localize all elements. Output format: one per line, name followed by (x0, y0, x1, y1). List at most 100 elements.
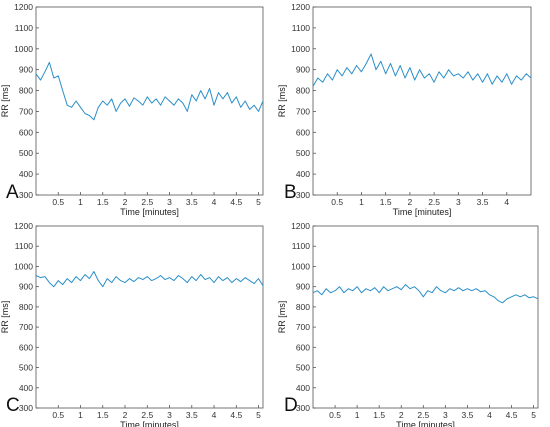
y-tick-label: 400 (19, 383, 33, 393)
x-tick-label: 4 (212, 197, 217, 207)
x-axis-label: Time [minutes] (120, 207, 179, 217)
x-tick-label: 3.5 (186, 197, 198, 207)
y-tick-label: 500 (296, 363, 310, 373)
y-axis-label: RR [ms] (277, 85, 287, 118)
y-tick-label: 700 (296, 106, 310, 116)
x-tick-label: 4.5 (230, 410, 242, 420)
y-tick-label: 1000 (14, 44, 33, 54)
panel-label: C (6, 395, 20, 416)
rr-series-line (35, 61, 264, 121)
x-tick-label: 1.5 (380, 197, 392, 207)
y-tick-label: 1100 (15, 241, 34, 251)
y-tick-label: 1100 (292, 241, 311, 251)
x-tick-label: 4.5 (506, 410, 518, 420)
x-tick-label: 2.5 (417, 410, 429, 420)
rr-series-line (312, 53, 532, 87)
plot-frame (35, 6, 264, 196)
y-tick-label: 1000 (291, 44, 310, 54)
y-tick-label: 800 (296, 86, 310, 96)
y-tick-label: 1000 (14, 261, 33, 271)
x-tick-label: 3 (456, 197, 461, 207)
y-tick-label: 600 (296, 342, 310, 352)
chart-panel-c: 0.5 1 1.5 2 2.5 3 3.5 4 4.5 5 300 400 500 600 700 800 90… (0, 221, 264, 427)
x-tick-label: 4 (212, 410, 217, 420)
y-tick-label: 400 (296, 169, 310, 179)
y-tick-label: 400 (296, 383, 310, 393)
x-tick-label: 0.5 (329, 410, 341, 420)
x-tick-label: 2 (123, 410, 128, 420)
rr-series-line (312, 284, 539, 304)
x-tick-label: 2.5 (428, 197, 440, 207)
y-tick-label: 800 (19, 302, 33, 312)
plot-frame (35, 225, 264, 409)
y-tick-label: 400 (19, 169, 33, 179)
y-tick-label: 900 (296, 65, 310, 75)
x-tick-label: 4.5 (230, 197, 242, 207)
x-tick-label: 1.5 (97, 410, 109, 420)
x-tick-label: 0.5 (331, 197, 343, 207)
x-tick-label: 1.5 (373, 410, 385, 420)
y-axis-label: RR [ms] (0, 85, 10, 118)
panel-label: D (284, 395, 298, 416)
y-tick-label: 500 (19, 148, 33, 158)
x-tick-label: 2.5 (141, 410, 153, 420)
x-axis-label: Time [minutes] (396, 420, 455, 427)
x-tick-label: 1 (78, 410, 83, 420)
x-tick-label: 5 (256, 410, 261, 420)
chart-panel-a: 0.5 1 1.5 2 2.5 3 3.5 4 4.5 5 300 400 500 600 700 800 90… (0, 2, 264, 217)
chart-panel-d: 0.5 1 1.5 2 2.5 3 3.5 4 4.5 5 300 400 500 600 700 800 90… (277, 221, 539, 427)
y-tick-label: 500 (19, 363, 33, 373)
x-tick-label: 3 (443, 410, 448, 420)
y-tick-label: 700 (296, 322, 310, 332)
y-tick-label: 1200 (14, 221, 33, 231)
x-tick-label: 1.5 (97, 197, 109, 207)
x-axis-label: Time [minutes] (120, 420, 179, 427)
y-tick-label: 800 (19, 86, 33, 96)
y-tick-label: 500 (296, 148, 310, 158)
y-tick-label: 300 (19, 190, 33, 200)
y-tick-label: 900 (296, 282, 310, 292)
chart-panel-b: 0.5 1 1.5 2 2.5 3 3.5 4 300 400 500 600 700 800 900 100… (277, 2, 532, 217)
y-tick-label: 1100 (292, 23, 311, 33)
x-tick-label: 3.5 (477, 197, 489, 207)
panel-label: B (284, 182, 297, 203)
x-tick-label: 3 (167, 410, 172, 420)
y-tick-label: 300 (19, 403, 33, 413)
y-tick-label: 1200 (291, 221, 310, 231)
x-tick-label: 3.5 (461, 410, 473, 420)
y-tick-label: 1200 (291, 2, 310, 12)
y-axis-label: RR [ms] (277, 301, 287, 334)
x-tick-label: 1 (355, 410, 360, 420)
y-tick-label: 900 (19, 65, 33, 75)
x-tick-label: 5 (256, 197, 261, 207)
x-tick-label: 3 (167, 197, 172, 207)
x-tick-label: 2.5 (141, 197, 153, 207)
y-tick-label: 900 (19, 282, 33, 292)
x-tick-label: 2 (123, 197, 128, 207)
y-tick-label: 300 (296, 403, 310, 413)
y-tick-label: 600 (19, 127, 33, 137)
y-tick-label: 800 (296, 302, 310, 312)
x-tick-label: 1 (359, 197, 364, 207)
y-tick-label: 700 (19, 106, 33, 116)
plot-frame (312, 225, 539, 409)
y-tick-label: 300 (296, 190, 310, 200)
y-tick-label: 600 (19, 342, 33, 352)
x-axis-label: Time [minutes] (393, 207, 452, 217)
y-tick-label: 700 (19, 322, 33, 332)
y-tick-label: 600 (296, 127, 310, 137)
x-tick-label: 4 (487, 410, 492, 420)
y-tick-label: 1200 (14, 2, 33, 12)
plot-frame (312, 6, 532, 196)
x-tick-label: 4 (504, 197, 509, 207)
x-tick-label: 3.5 (186, 410, 198, 420)
x-tick-label: 1 (78, 197, 83, 207)
x-tick-label: 2 (408, 197, 413, 207)
x-tick-label: 0.5 (52, 197, 64, 207)
y-axis-label: RR [ms] (0, 301, 10, 334)
panel-label: A (6, 182, 19, 203)
x-tick-label: 2 (399, 410, 404, 420)
rr-series-line (35, 271, 264, 288)
x-tick-label: 0.5 (52, 410, 64, 420)
